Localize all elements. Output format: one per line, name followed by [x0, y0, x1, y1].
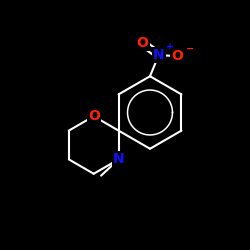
Text: O: O: [88, 109, 100, 123]
Text: N: N: [113, 152, 124, 166]
Text: O: O: [172, 49, 183, 63]
Text: −: −: [186, 44, 194, 54]
Text: N: N: [153, 48, 164, 62]
Text: O: O: [136, 36, 148, 50]
Text: +: +: [166, 42, 174, 51]
